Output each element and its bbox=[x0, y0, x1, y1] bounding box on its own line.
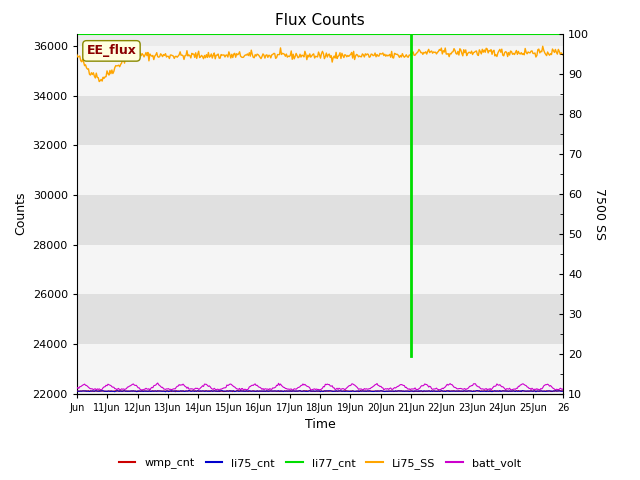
Bar bbox=[77, 96, 563, 145]
Bar bbox=[77, 344, 563, 394]
Bar bbox=[77, 245, 563, 294]
X-axis label: Time: Time bbox=[305, 418, 335, 431]
Title: Flux Counts: Flux Counts bbox=[275, 13, 365, 28]
Legend: wmp_cnt, li75_cnt, li77_cnt, Li75_SS, batt_volt: wmp_cnt, li75_cnt, li77_cnt, Li75_SS, ba… bbox=[115, 453, 525, 473]
Bar bbox=[77, 145, 563, 195]
Bar bbox=[77, 294, 563, 344]
Text: EE_flux: EE_flux bbox=[86, 44, 136, 58]
Bar bbox=[77, 46, 563, 96]
Y-axis label: 7500 SS: 7500 SS bbox=[593, 188, 605, 240]
Bar bbox=[77, 195, 563, 245]
Y-axis label: Counts: Counts bbox=[14, 192, 27, 235]
